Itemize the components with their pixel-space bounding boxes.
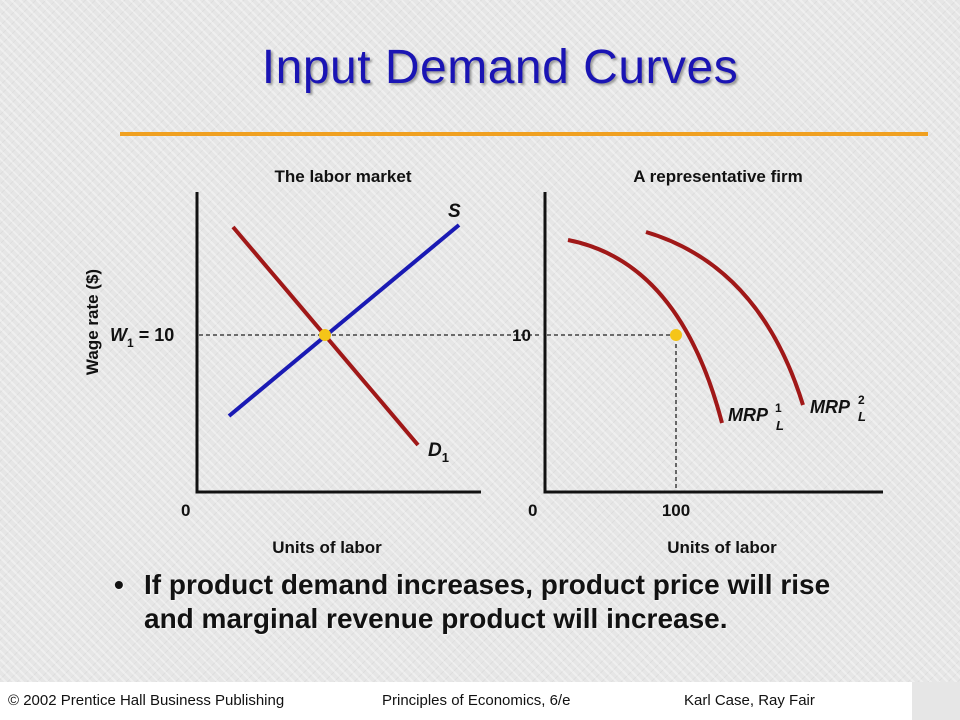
labor-market-title: The labor market bbox=[275, 167, 412, 186]
labor-market-x-label: Units of labor bbox=[272, 538, 382, 557]
labor-market-panel: The labor market Wage rate ($) S D1 W1 =… bbox=[83, 167, 540, 557]
footer-edge bbox=[912, 682, 960, 720]
firm-x-label: Units of labor bbox=[667, 538, 777, 557]
bullet-text: If product demand increases, product pri… bbox=[144, 569, 831, 634]
footer-book-title: Principles of Economics, 6/e bbox=[382, 692, 571, 709]
demand-label: D1 bbox=[428, 440, 449, 465]
market-equilibrium-point bbox=[319, 329, 331, 341]
bullet-marker: • bbox=[114, 569, 124, 600]
firm-wage-tick: 10 bbox=[512, 326, 531, 345]
supply-label: S bbox=[448, 201, 461, 222]
slide-title: Input Demand Curves bbox=[261, 41, 739, 94]
footer-copyright: © 2002 Prentice Hall Business Publishing bbox=[8, 692, 285, 709]
slide-footer: © 2002 Prentice Hall Business Publishing… bbox=[0, 682, 960, 720]
firm-axes bbox=[543, 192, 883, 494]
labor-market-axes bbox=[195, 192, 481, 494]
mrp-curve-1 bbox=[567, 238, 724, 424]
mrp-curve-2 bbox=[645, 230, 805, 406]
mrp1-label: MRP 1 L bbox=[728, 401, 784, 433]
supply-curve-s bbox=[227, 223, 461, 418]
wage-axis-label: Wage rate ($) bbox=[83, 269, 102, 375]
footer-authors: Karl Case, Ray Fair bbox=[684, 692, 815, 709]
firm-panel-title: A representative firm bbox=[633, 167, 802, 186]
representative-firm-panel: A representative firm 10 0 100 Units of … bbox=[512, 167, 883, 557]
firm-equilibrium-point bbox=[670, 329, 682, 341]
firm-quantity-tick: 100 bbox=[662, 501, 690, 520]
labor-market-origin: 0 bbox=[181, 501, 190, 520]
bullet-point: • If product demand increases, product p… bbox=[114, 568, 874, 636]
title-divider bbox=[120, 132, 928, 136]
wage-level-label: W1 = 10 bbox=[110, 325, 174, 350]
mrp2-label: MRP 2 L bbox=[810, 393, 866, 424]
firm-origin: 0 bbox=[528, 501, 537, 520]
